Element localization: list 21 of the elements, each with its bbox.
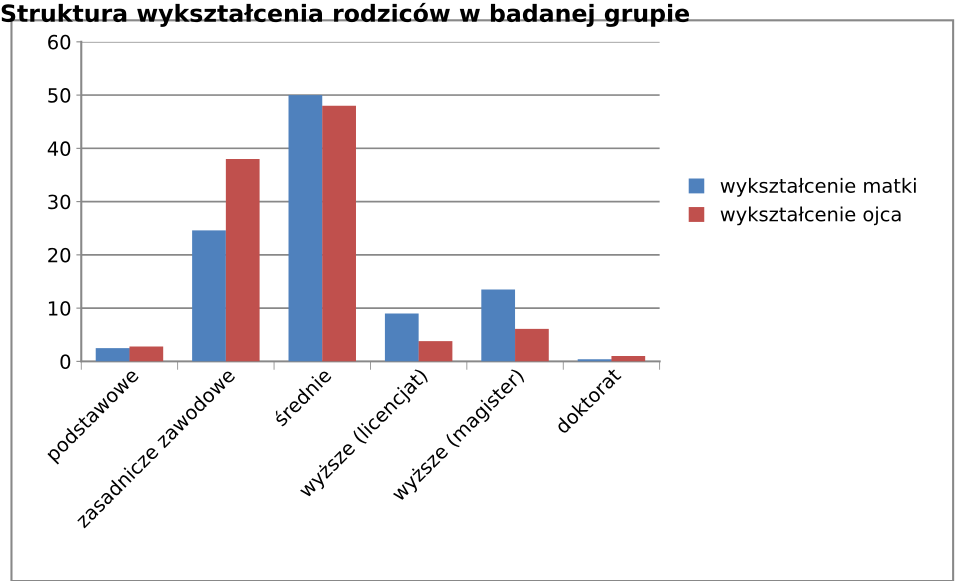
bar: [96, 348, 130, 362]
bar: [288, 95, 322, 362]
legend-label: wykształcenie ojca: [720, 206, 901, 226]
legend-label: wykształcenie matki: [720, 178, 916, 197]
bar: [129, 346, 164, 362]
y-tick-label: 0: [60, 354, 70, 370]
bar: [418, 341, 452, 362]
y-tick-label: 60: [48, 34, 70, 50]
bar: [481, 289, 516, 362]
bar: [226, 159, 260, 362]
bar: [515, 328, 549, 362]
bar: [192, 230, 226, 362]
bar: [322, 106, 356, 362]
bar: [611, 356, 646, 362]
y-tick-label: 20: [48, 248, 70, 263]
y-tick-label: 10: [48, 301, 70, 316]
chart-title: Struktura wykształcenia rodziców w badanej grupie: [2, 2, 689, 27]
y-tick-label: 50: [48, 88, 70, 103]
bar: [384, 313, 419, 362]
y-tick-label: 40: [48, 141, 70, 156]
y-tick-label: 30: [48, 194, 70, 210]
